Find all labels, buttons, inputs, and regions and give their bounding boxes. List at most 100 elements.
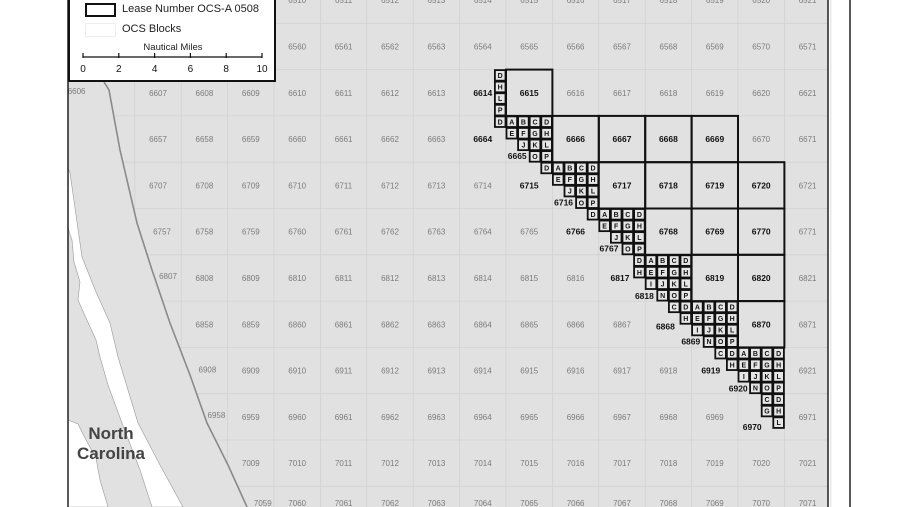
aliquot-6818-H[interactable] <box>679 265 693 279</box>
aliquot-6665-J[interactable] <box>517 138 530 152</box>
aliquot-6767-O[interactable] <box>621 242 635 256</box>
aliquot-6920-P[interactable] <box>772 381 785 395</box>
aliquot-6665-A[interactable] <box>505 115 519 128</box>
aliquot-6665-L[interactable] <box>540 138 553 152</box>
aliquot-6818-G[interactable] <box>668 265 681 279</box>
aliquot-6920-C[interactable] <box>760 346 774 360</box>
aliquot-6869-I[interactable] <box>691 323 704 337</box>
aliquot-6869-P[interactable] <box>726 335 739 348</box>
aliquot-6920-I[interactable] <box>737 370 751 383</box>
aliquot-6920-D[interactable] <box>772 346 785 360</box>
aliquot-6716-D[interactable] <box>586 161 600 175</box>
aliquot-6818-K[interactable] <box>668 277 681 290</box>
aliquot-6716-E[interactable] <box>552 173 565 186</box>
aliquot-6818-I[interactable] <box>644 277 658 290</box>
aliquot-6920-J[interactable] <box>749 370 762 383</box>
aliquot-6715-D[interactable] <box>540 161 553 175</box>
aliquot-6920-O[interactable] <box>760 381 774 395</box>
aliquot-6767-F[interactable] <box>610 219 623 233</box>
aliquot-6869-K[interactable] <box>714 323 727 337</box>
aliquot-6869-L[interactable] <box>726 323 739 337</box>
aliquot-6665-G[interactable] <box>528 127 542 140</box>
aliquot-6767-K[interactable] <box>621 231 635 244</box>
aliquot-6869-H[interactable] <box>726 312 739 325</box>
aliquot-6665-E[interactable] <box>505 127 519 140</box>
aliquot-6970-G[interactable] <box>760 404 774 418</box>
aliquot-6919-D[interactable] <box>726 346 739 360</box>
aliquot-6869-G[interactable] <box>714 312 727 325</box>
aliquot-6817-H[interactable] <box>633 265 646 279</box>
aliquot-6716-C[interactable] <box>575 161 588 175</box>
aliquot-6665-D[interactable] <box>540 115 553 128</box>
aliquot-6767-D[interactable] <box>633 208 646 221</box>
aliquot-6614-D[interactable] <box>493 69 507 82</box>
aliquot-6818-O[interactable] <box>668 289 681 302</box>
aliquot-6767-G[interactable] <box>621 219 635 233</box>
aliquot-6818-A[interactable] <box>644 254 658 267</box>
aliquot-6614-L[interactable] <box>493 92 507 105</box>
aliquot-6868-D[interactable] <box>679 300 693 314</box>
aliquot-6767-E[interactable] <box>598 219 611 233</box>
aliquot-6614-H[interactable] <box>493 80 507 94</box>
aliquot-6970-H[interactable] <box>772 404 785 418</box>
aliquot-6716-K[interactable] <box>575 184 588 198</box>
aliquot-6970-C[interactable] <box>760 393 774 406</box>
aliquot-6766-D[interactable] <box>586 208 600 221</box>
aliquot-6818-C[interactable] <box>668 254 681 267</box>
aliquot-6919-C[interactable] <box>714 346 727 360</box>
aliquot-6818-D[interactable] <box>679 254 693 267</box>
aliquot-6716-O[interactable] <box>575 196 588 209</box>
aliquot-6868-C[interactable] <box>668 300 681 314</box>
aliquot-6970-D[interactable] <box>772 393 785 406</box>
aliquot-6869-A[interactable] <box>691 300 704 314</box>
aliquot-6767-P[interactable] <box>633 242 646 256</box>
aliquot-6665-P[interactable] <box>540 150 553 163</box>
aliquot-6919-H[interactable] <box>726 358 739 371</box>
aliquot-6716-L[interactable] <box>586 184 600 198</box>
aliquot-6664-D[interactable] <box>493 115 507 128</box>
aliquot-6716-F[interactable] <box>563 173 577 186</box>
aliquot-6869-O[interactable] <box>714 335 727 348</box>
aliquot-6716-J[interactable] <box>563 184 577 198</box>
aliquot-6920-E[interactable] <box>737 358 751 371</box>
aliquot-6665-F[interactable] <box>517 127 530 140</box>
aliquot-6767-C[interactable] <box>621 208 635 221</box>
aliquot-6920-F[interactable] <box>749 358 762 371</box>
aliquot-6920-B[interactable] <box>749 346 762 360</box>
aliquot-6767-B[interactable] <box>610 208 623 221</box>
aliquot-6818-F[interactable] <box>656 265 669 279</box>
aliquot-6920-L[interactable] <box>772 370 785 383</box>
aliquot-6665-O[interactable] <box>528 150 542 163</box>
aliquot-6817-D[interactable] <box>633 254 646 267</box>
aliquot-6716-H[interactable] <box>586 173 600 186</box>
aliquot-6665-C[interactable] <box>528 115 542 128</box>
aliquot-6716-B[interactable] <box>563 161 577 175</box>
aliquot-6614-P[interactable] <box>493 103 507 117</box>
aliquot-6920-K[interactable] <box>760 370 774 383</box>
aliquot-6716-P[interactable] <box>586 196 600 209</box>
aliquot-6767-H[interactable] <box>633 219 646 233</box>
aliquot-6818-N[interactable] <box>656 289 669 302</box>
aliquot-6665-H[interactable] <box>540 127 553 140</box>
aliquot-6767-L[interactable] <box>633 231 646 244</box>
aliquot-6970-L[interactable] <box>772 416 785 429</box>
aliquot-6818-B[interactable] <box>656 254 669 267</box>
aliquot-6818-P[interactable] <box>679 289 693 302</box>
aliquot-6818-J[interactable] <box>656 277 669 290</box>
aliquot-6869-E[interactable] <box>691 312 704 325</box>
aliquot-6665-B[interactable] <box>517 115 530 128</box>
aliquot-6716-A[interactable] <box>552 161 565 175</box>
aliquot-6818-E[interactable] <box>644 265 658 279</box>
aliquot-6920-G[interactable] <box>760 358 774 371</box>
aliquot-6767-J[interactable] <box>610 231 623 244</box>
aliquot-6767-A[interactable] <box>598 208 611 221</box>
aliquot-6920-A[interactable] <box>737 346 751 360</box>
aliquot-6818-L[interactable] <box>679 277 693 290</box>
aliquot-6665-K[interactable] <box>528 138 542 152</box>
aliquot-6716-G[interactable] <box>575 173 588 186</box>
aliquot-6869-C[interactable] <box>714 300 727 314</box>
aliquot-6869-N[interactable] <box>702 335 716 348</box>
aliquot-6920-H[interactable] <box>772 358 785 371</box>
aliquot-6869-B[interactable] <box>702 300 716 314</box>
aliquot-6869-D[interactable] <box>726 300 739 314</box>
